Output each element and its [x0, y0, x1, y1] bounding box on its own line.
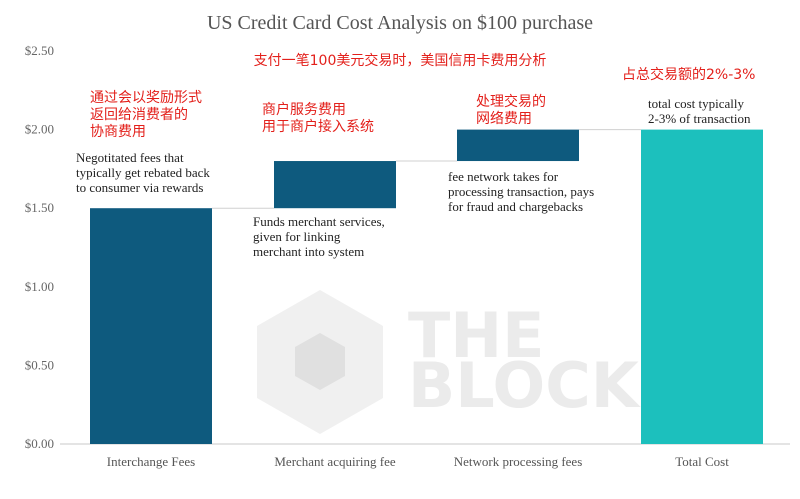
annotation-cn-interchange: 通过会以奖励形式 返回给消费者的 协商费用: [90, 89, 206, 140]
watermark-text-the: THE: [408, 299, 545, 372]
x-axis-labels: Interchange Fees Merchant acquiring fee Ne…: [107, 454, 729, 469]
x-category-label: Interchange Fees: [107, 454, 195, 469]
annotation-total-line: 2-3% of transaction: [648, 111, 751, 126]
annotation-interchange-line: Negotitated fees that: [76, 150, 184, 165]
annotation-network-line: for fraud and chargebacks: [448, 199, 583, 214]
x-category-label: Network processing fees: [454, 454, 583, 469]
y-tick-label: $0.00: [25, 436, 54, 451]
x-category-label: Total Cost: [675, 454, 729, 469]
bar-total-cost: [641, 129, 763, 444]
watermark-cube-inner: [295, 333, 345, 390]
annotation-interchange-line: typically get rebated back: [76, 165, 210, 180]
annotation-merchant-line: merchant into system: [253, 244, 364, 259]
bar-merchant-acquiring-fee: [274, 161, 396, 209]
annotation-cn-interchange-line: 协商费用: [90, 124, 146, 140]
annotation-cn-interchange-line: 通过会以奖励形式: [90, 89, 202, 106]
annotation-cn-interchange-line: 返回给消费者的: [90, 107, 188, 123]
annotation-interchange: Negotitated fees that typically get reba…: [76, 150, 213, 195]
annotation-cn-network-line: 处理交易的: [476, 93, 546, 110]
chart-title: US Credit Card Cost Analysis on $100 pur…: [207, 12, 593, 34]
annotation-merchant: Funds merchant services, given for linki…: [253, 214, 388, 259]
annotation-total: total cost typically 2-3% of transaction: [648, 96, 751, 126]
y-tick-label: $2.50: [25, 43, 54, 58]
annotation-merchant-line: Funds merchant services,: [253, 214, 385, 229]
watermark-logo: THE BLOCK: [257, 290, 641, 434]
y-tick-label: $1.50: [25, 200, 54, 215]
y-tick-label: $1.00: [25, 279, 54, 294]
annotation-cn-merchant: 商户服务费用 用于商户接入系统: [262, 101, 374, 135]
annotation-cn-network: 处理交易的 网络费用: [476, 93, 550, 127]
annotation-merchant-line: given for linking: [253, 229, 341, 244]
y-tick-label: $0.50: [25, 357, 54, 372]
annotation-cn-network-line: 网络费用: [476, 111, 532, 127]
annotation-network-line: fee network takes for: [448, 169, 559, 184]
y-tick-label: $2.00: [25, 122, 54, 137]
annotation-cn-header: 支付一笔100美元交易时，美国信用卡费用分析: [254, 52, 547, 69]
waterfall-connectors: [212, 129, 641, 209]
waterfall-bars: [90, 129, 763, 444]
annotation-interchange-line: to consumer via rewards: [76, 180, 203, 195]
bar-interchange-fees: [90, 208, 212, 444]
watermark-text-block: BLOCK: [408, 349, 641, 422]
annotation-total-line: total cost typically: [648, 96, 745, 111]
annotation-cn-merchant-line: 用于商户接入系统: [262, 118, 374, 135]
y-axis-ticks: $0.00 $0.50 $1.00 $1.50 $2.00 $2.50: [25, 43, 54, 451]
annotation-cn-merchant-line: 商户服务费用: [262, 101, 346, 118]
annotation-network: fee network takes for processing transac…: [448, 169, 597, 214]
annotation-network-line: processing transaction, pays: [448, 184, 594, 199]
annotation-cn-total: 占总交易额的2%-3%: [622, 66, 755, 83]
x-category-label: Merchant acquiring fee: [274, 454, 396, 469]
bar-network-processing-fees: [457, 129, 579, 162]
